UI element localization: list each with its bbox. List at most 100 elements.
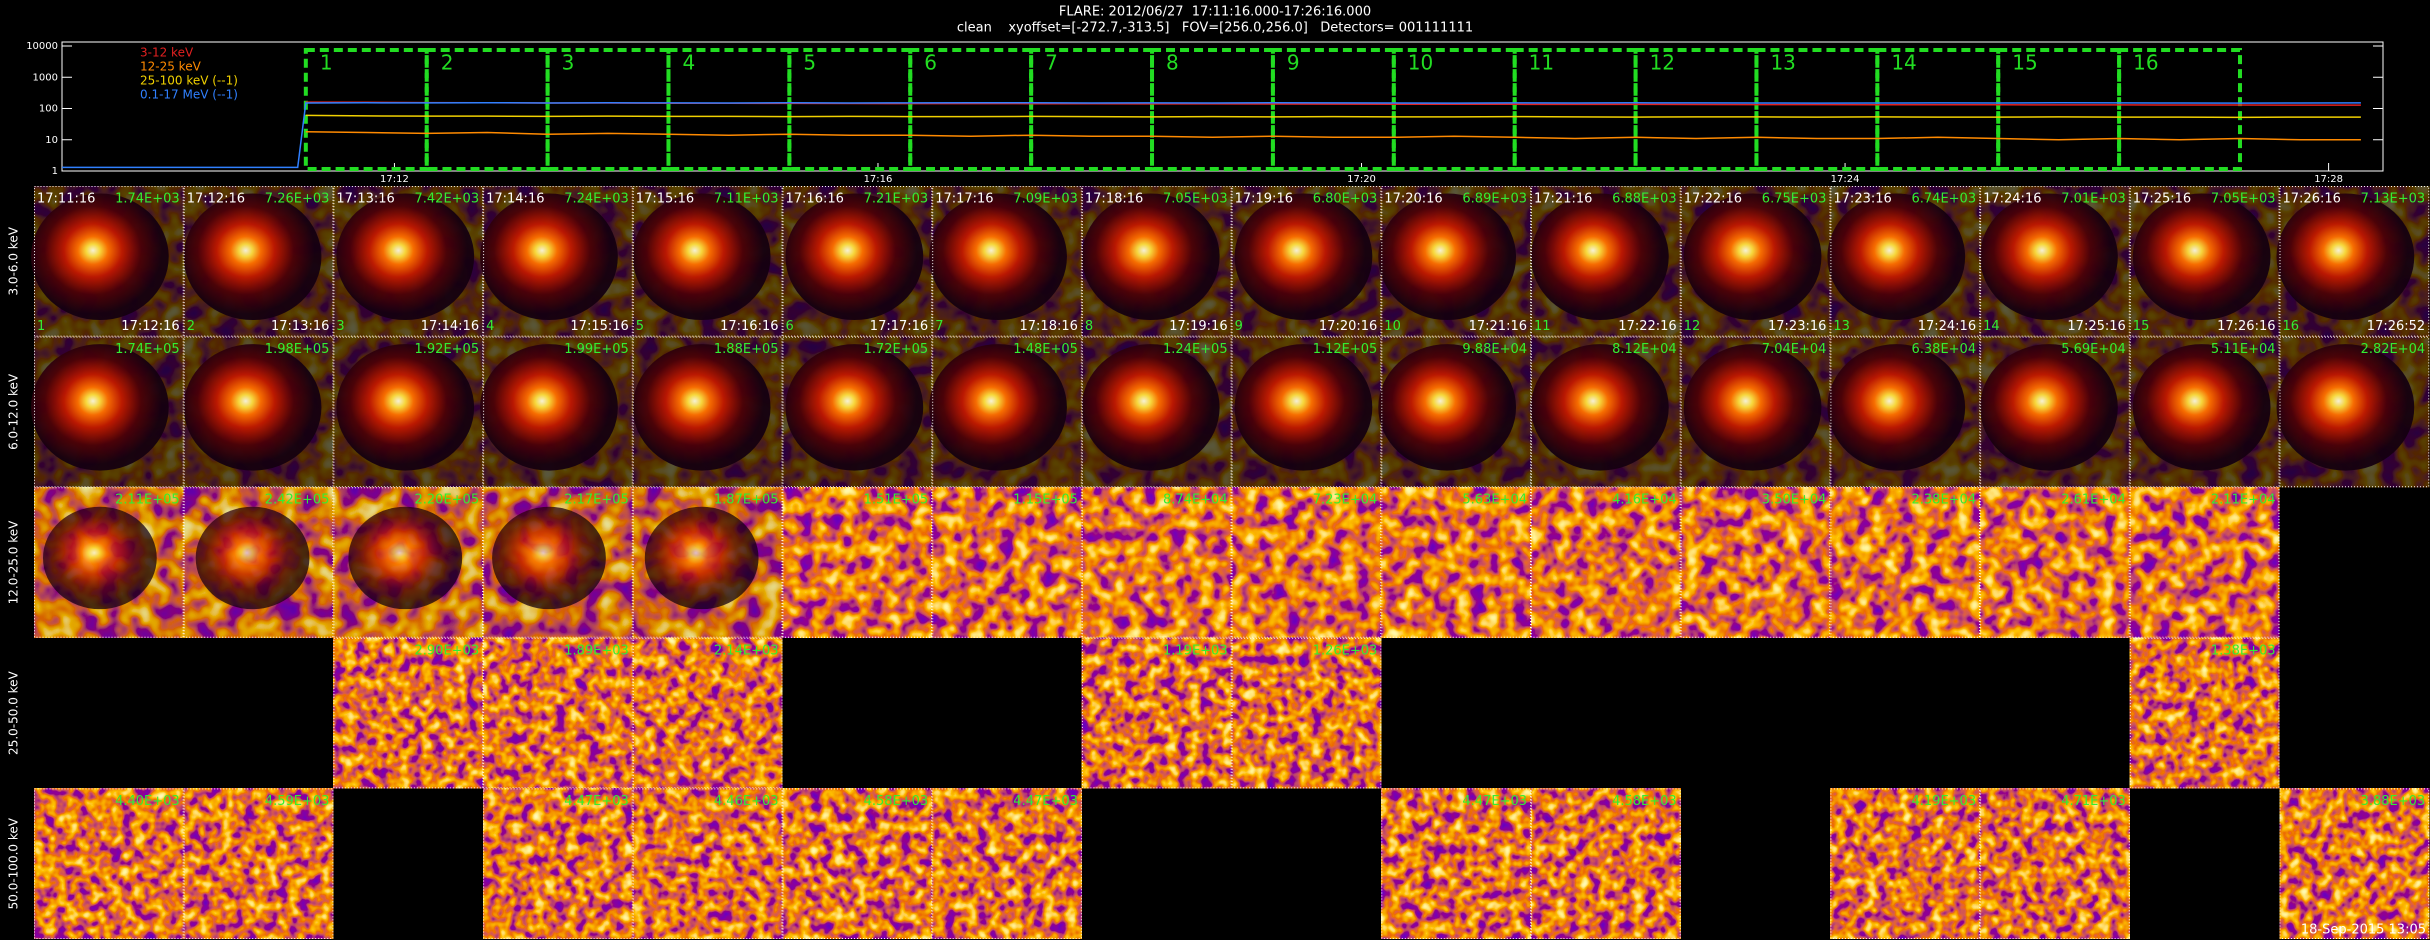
plot-frame: [61, 41, 2384, 172]
panel-noise: [632, 788, 783, 939]
panel-border: [333, 637, 484, 789]
image-panel: 2.14E+03: [632, 637, 783, 789]
panel-border: [2279, 186, 2430, 337]
panel-value: 1.15E+05: [1013, 493, 1078, 508]
panel-noise: [1231, 487, 1382, 638]
image-panel: 17:20:16 6.89E+03 10 17:21:16: [1378, 186, 1532, 337]
panel-index: 4: [486, 319, 494, 334]
panel-value: 6.75E+03: [1762, 192, 1827, 207]
image-panel: 3.88E+03: [2279, 788, 2430, 940]
panel-value: 1.51E+05: [864, 493, 929, 508]
panel-border: [1980, 186, 2130, 337]
image-panel: 17:14:16 7.24E+03 4 17:15:16: [480, 186, 633, 337]
panel-border: [932, 186, 1082, 337]
image-panel: 1.74E+05: [31, 336, 184, 488]
interval-box: [1512, 48, 1638, 171]
panel-value: 4.19E+03: [1912, 794, 1977, 809]
panel-border: [932, 487, 1082, 638]
panel-start-time: 17:26:16: [2283, 192, 2341, 207]
panel-start-time: 17:13:16: [336, 192, 394, 207]
image-panel: 8.74E+04: [1081, 487, 1232, 638]
interval-label: 10: [1408, 51, 1433, 75]
panel-value: 1.92E+05: [415, 342, 480, 357]
panel-border: [1381, 336, 1532, 488]
image-panel: 1.38E+03: [2129, 637, 2280, 789]
panel-border: [1830, 336, 1981, 488]
image-panel: 2.61E+04: [1980, 487, 2130, 638]
panel-border: [1081, 487, 1232, 638]
panel-start-time: 17:14:16: [486, 192, 544, 207]
panel-value: 7.05E+03: [1163, 192, 1228, 207]
panel-border: [632, 186, 783, 337]
x-tick-label: 17:20: [1347, 174, 1376, 185]
image-panel: 5.69E+04: [1980, 336, 2130, 488]
panel-border: [1980, 487, 2130, 638]
y-tick-label: 10: [45, 135, 58, 146]
panel-value: 4.47E+03: [1013, 794, 1078, 809]
source-blob: [785, 193, 924, 321]
panel-value: 1.24E+05: [1163, 342, 1228, 357]
series-line: [62, 101, 2361, 169]
image-panel: 2.20E+05: [333, 487, 484, 638]
image-panel: 1.12E+05: [1231, 336, 1382, 488]
panel-border: [333, 336, 484, 488]
panel-value: 1.74E+03: [115, 192, 180, 207]
panel-noise: [782, 788, 933, 939]
panel-end-time: 17:14:16: [421, 319, 479, 334]
panel-index: 5: [636, 319, 644, 334]
panel-index: 14: [1983, 319, 2000, 334]
panel-noise: [1231, 637, 1382, 789]
panel-value: 6.80E+03: [1313, 192, 1378, 207]
panel-noise: [1381, 788, 1531, 939]
legend-entry: 0.1-17 MeV (--1): [140, 88, 238, 102]
image-panel: 17:18:16 7.05E+03 8 17:19:16: [1081, 186, 1232, 337]
panel-border: [2129, 186, 2280, 337]
panel-border: [1081, 186, 1232, 337]
image-panel: 17:17:16 7.09E+03 7 17:18:16: [929, 186, 1082, 337]
panel-noise: [483, 637, 633, 789]
interval-box: [1391, 48, 1517, 171]
panel-value: 7.13E+03: [2361, 192, 2426, 207]
panel-border: [183, 487, 334, 638]
panel-value: 4.46E+03: [714, 794, 779, 809]
image-panel: 1.51E+05: [782, 487, 933, 638]
panel-noise: [632, 637, 783, 789]
image-panel: 17:12:16 7.26E+03 2 17:13:16: [183, 186, 334, 337]
panel-noise: [483, 788, 633, 939]
y-tick-label: 1000: [33, 72, 58, 83]
source-blob: [195, 506, 310, 610]
series-line: [305, 114, 2361, 119]
panel-noise: [2129, 487, 2280, 638]
y-tick-label: 10000: [26, 41, 58, 52]
source-blob: [1531, 193, 1669, 321]
panel-noise: [1680, 487, 1831, 638]
source-blob: [644, 506, 759, 610]
panel-index: 9: [1235, 319, 1243, 334]
panel-value: 2.20E+05: [415, 493, 480, 508]
image-panel: 2.17E+05: [483, 487, 633, 638]
panel-border: [1231, 637, 1382, 789]
x-tick-label: 17:16: [864, 174, 893, 185]
panel-end-time: 17:26:16: [2217, 319, 2275, 334]
image-panel: 1.48E+05: [929, 336, 1082, 488]
panel-noise: [1081, 487, 1232, 638]
panel-border: [1830, 186, 1981, 337]
panel-end-time: 17:22:16: [1618, 319, 1676, 334]
source-blob: [480, 193, 618, 321]
panel-noise: [1531, 487, 1681, 638]
panel-value: 2.11E+05: [115, 493, 180, 508]
panel-border: [2279, 336, 2430, 488]
panel-value: 5.69E+04: [2061, 342, 2126, 357]
footer-date: 18-Sep-2015 13:05: [2301, 923, 2426, 938]
subtitle: clean xyoffset=[-272.7,-313.5] FOV=[256.…: [957, 21, 1473, 36]
panel-border: [1680, 186, 1831, 337]
panel-noise: [183, 788, 334, 939]
panel-value: 4.47E+03: [564, 794, 629, 809]
source-blob: [2132, 344, 2271, 471]
panel-border: [1081, 336, 1232, 488]
panel-border: [2129, 487, 2280, 638]
image-panel: 2.11E+05: [34, 487, 184, 638]
panel-border: [183, 336, 334, 488]
row-label: 25.0-50.0 keV: [7, 670, 21, 754]
